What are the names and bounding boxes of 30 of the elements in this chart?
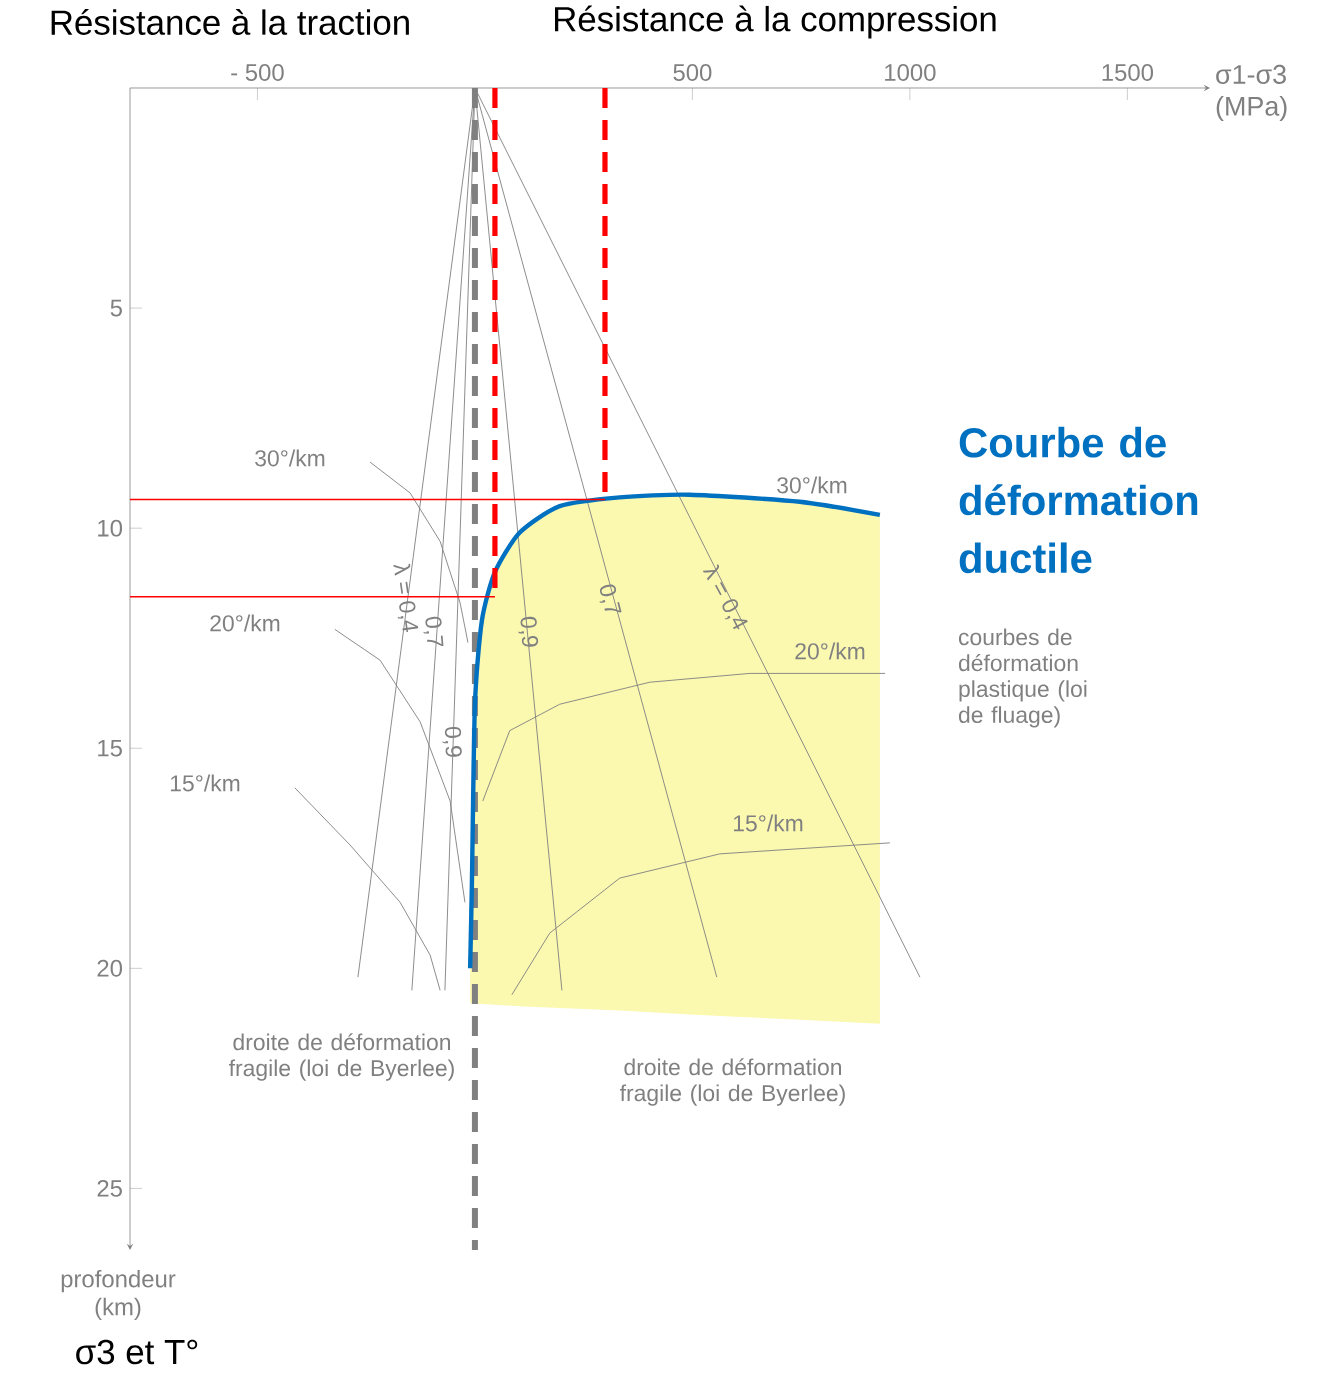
annotation: 0,9 xyxy=(518,616,539,647)
y-tick-label: 25 xyxy=(97,1179,122,1197)
y-tick-label: 10 xyxy=(98,519,123,537)
y-tick-label: 20 xyxy=(97,959,123,977)
y-axis-title: profondeur (km) xyxy=(61,1269,176,1321)
annotation: 0,7 xyxy=(599,584,622,613)
x-tick-label: 500 xyxy=(673,64,712,81)
annotation: 15°/km xyxy=(170,774,240,792)
text: σ3 et T° xyxy=(76,1339,198,1365)
annotation: 30°/km xyxy=(777,476,847,494)
annotation: 15°/km xyxy=(733,814,803,832)
annotation: 20°/km xyxy=(795,642,865,660)
annotation: 30°/km xyxy=(255,449,325,467)
annotation: 20°/km xyxy=(210,614,280,632)
y-tick-label: 15 xyxy=(98,739,122,757)
x-tick-label: - 500 xyxy=(231,64,284,81)
annotation: droite de déformation fragile (loi de Byerlee) xyxy=(228,1033,454,1081)
annotation: 0,9 xyxy=(442,726,462,757)
text: Résistance à la traction xyxy=(51,8,409,35)
annotation: 0,7 xyxy=(423,616,444,647)
annotation: λ = 0,4 xyxy=(702,564,748,630)
annotation: courbes de déformation plastique (loi de fluage) xyxy=(958,628,1087,728)
annotation: droite de déformation fragile (loi de Byerlee) xyxy=(619,1058,845,1106)
annotation: Courbe de déformation ductile xyxy=(959,426,1198,574)
text: Résistance à la compression xyxy=(555,5,996,39)
annotation: λ = 0,4 xyxy=(393,563,419,633)
x-tick-label: 1500 xyxy=(1102,64,1154,81)
x-axis-title: σ1-σ3 (MPa) xyxy=(1216,64,1287,122)
x-tick-label: 1000 xyxy=(885,64,936,81)
y-tick-label: 5 xyxy=(110,299,122,317)
